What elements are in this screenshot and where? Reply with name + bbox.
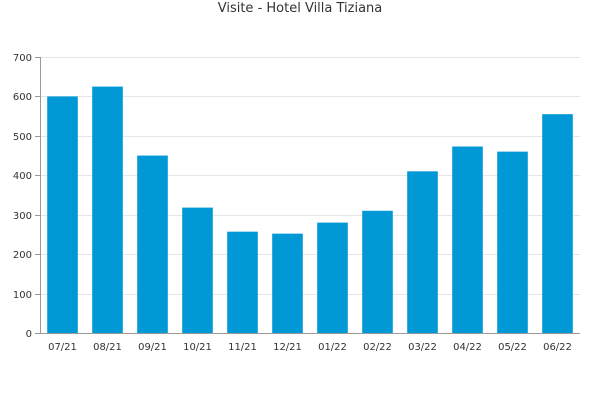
x-tick-label: 12/21 bbox=[273, 342, 302, 353]
y-tick-label: 500 bbox=[13, 132, 32, 143]
x-tick-label: 05/22 bbox=[498, 342, 527, 353]
y-tick-label: 200 bbox=[13, 250, 32, 261]
x-tick-label: 06/22 bbox=[543, 342, 572, 353]
x-tick-label: 03/22 bbox=[408, 342, 437, 353]
x-tick-labels: 07/21 08/21 09/21 10/21 11/21 12/21 01/22 02/22… bbox=[48, 342, 572, 353]
x-tick-label: 04/22 bbox=[453, 342, 482, 353]
bar bbox=[542, 114, 573, 333]
axes bbox=[35, 57, 580, 334]
x-tick-label: 08/21 bbox=[93, 342, 122, 353]
bar bbox=[47, 96, 78, 334]
bar bbox=[452, 146, 483, 333]
bar bbox=[272, 233, 303, 333]
bar bbox=[92, 86, 123, 333]
chart-title: Visite - Hotel Villa Tiziana bbox=[217, 1, 383, 16]
x-tick-label: 07/21 bbox=[48, 342, 77, 353]
bar bbox=[137, 155, 168, 333]
bar bbox=[317, 222, 348, 333]
bar bbox=[407, 171, 438, 333]
x-tick-label: 09/21 bbox=[138, 342, 167, 353]
bars bbox=[47, 86, 573, 334]
y-tick-label: 300 bbox=[13, 211, 32, 222]
bar bbox=[497, 151, 528, 333]
bar bbox=[182, 207, 213, 333]
bar bbox=[227, 231, 258, 333]
x-tick-label: 10/21 bbox=[183, 342, 212, 353]
grid-lines bbox=[40, 57, 580, 295]
x-tick-label: 11/21 bbox=[228, 342, 257, 353]
y-tick-label: 0 bbox=[26, 329, 32, 340]
y-tick-label: 100 bbox=[13, 290, 32, 301]
bar bbox=[362, 210, 393, 333]
y-tick-labels: 0 100 200 300 400 500 600 700 bbox=[13, 53, 32, 340]
x-tick-label: 02/22 bbox=[363, 342, 392, 353]
x-tick-label: 01/22 bbox=[318, 342, 347, 353]
y-tick-label: 700 bbox=[13, 53, 32, 64]
y-tick-label: 600 bbox=[13, 92, 32, 103]
y-tick-label: 400 bbox=[13, 171, 32, 182]
